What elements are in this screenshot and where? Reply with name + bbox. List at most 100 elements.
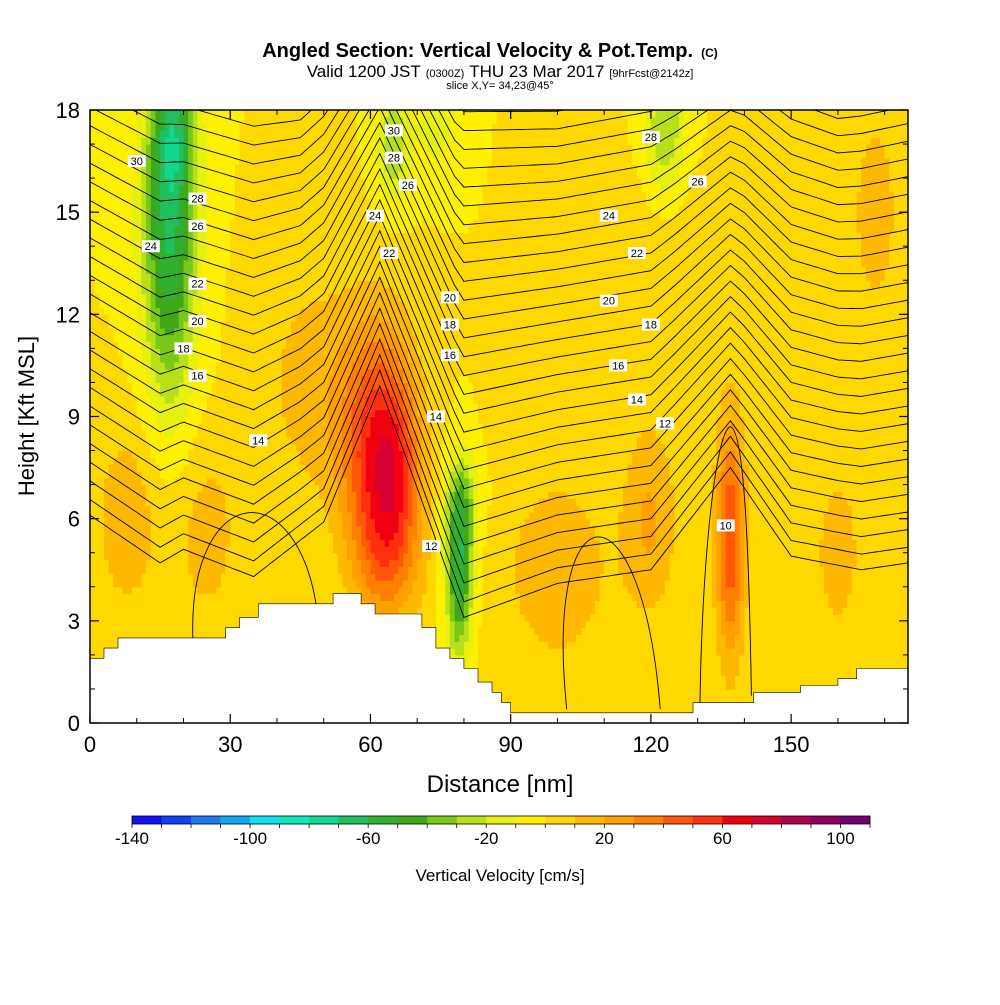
velocity-cell (319, 348, 325, 356)
velocity-cell (197, 423, 203, 431)
velocity-cell (160, 491, 166, 499)
velocity-cell (314, 273, 320, 281)
velocity-cell (122, 484, 128, 493)
velocity-cell (234, 184, 241, 193)
velocity-cell (262, 212, 269, 220)
velocity-cell (234, 614, 241, 622)
velocity-cell (314, 511, 320, 520)
velocity-cell (90, 212, 96, 220)
velocity-cell (141, 450, 147, 458)
velocity-cell (127, 532, 133, 540)
velocity-cell (141, 593, 147, 601)
velocity-cell (281, 137, 287, 145)
velocity-cell (234, 157, 241, 166)
velocity-cell (262, 443, 269, 452)
velocity-cell (272, 341, 278, 349)
velocity-cell (141, 348, 147, 356)
velocity-cell (295, 545, 301, 554)
velocity-cell (290, 300, 297, 309)
velocity-cell (174, 232, 180, 241)
velocity-cell (192, 178, 199, 186)
velocity-cell (225, 402, 231, 411)
velocity-cell (342, 225, 348, 234)
velocity-cell (108, 205, 114, 213)
velocity-cell (225, 511, 231, 520)
velocity-cell (258, 327, 264, 336)
velocity-cell (113, 314, 119, 322)
velocity-cell (286, 300, 292, 309)
velocity-cell (150, 559, 157, 567)
velocity-cell (211, 225, 217, 234)
velocity-cell (244, 259, 250, 268)
velocity-cell (337, 157, 344, 166)
velocity-cell (104, 593, 110, 601)
velocity-cell (141, 389, 147, 397)
velocity-cell (192, 205, 199, 213)
velocity-cell (253, 130, 259, 138)
velocity-cell (118, 157, 124, 166)
velocity-cell (211, 348, 217, 356)
velocity-cell (272, 586, 278, 595)
velocity-cell (248, 314, 255, 322)
velocity-cell (113, 341, 119, 349)
velocity-cell (118, 382, 124, 390)
velocity-cell (328, 464, 334, 472)
velocity-cell (104, 457, 110, 465)
velocity-cell (118, 253, 124, 261)
velocity-cell (225, 116, 231, 125)
velocity-cell (248, 573, 255, 581)
velocity-cell (300, 191, 306, 200)
velocity-cell (127, 614, 133, 622)
velocity-cell (113, 539, 119, 547)
velocity-cell (155, 505, 161, 513)
velocity-cell (99, 307, 105, 315)
velocity-cell (347, 539, 353, 547)
velocity-cell (141, 464, 147, 472)
velocity-cell (155, 518, 161, 527)
velocity-cell (314, 545, 320, 554)
velocity-cell (267, 368, 273, 377)
velocity-cell (230, 157, 236, 166)
velocity-cell (132, 191, 138, 200)
velocity-cell (94, 232, 100, 241)
velocity-cell (262, 348, 269, 356)
velocity-cell (267, 198, 273, 206)
velocity-cell (323, 396, 329, 404)
velocity-cell (141, 402, 147, 411)
velocity-cell (99, 362, 105, 370)
velocity-cell (90, 566, 96, 574)
velocity-cell (220, 511, 227, 520)
velocity-cell (314, 225, 320, 234)
velocity-cell (94, 457, 100, 465)
velocity-cell (108, 586, 114, 595)
velocity-cell (272, 505, 278, 513)
velocity-cell (314, 116, 320, 125)
velocity-cell (309, 430, 315, 438)
velocity-cell (244, 457, 250, 465)
velocity-cell (337, 443, 344, 452)
velocity-cell (188, 443, 194, 452)
velocity-cell (248, 110, 255, 118)
velocity-cell (272, 334, 278, 343)
velocity-cell (290, 539, 297, 547)
velocity-cell (248, 144, 255, 152)
velocity-cell (141, 144, 147, 152)
velocity-cell (183, 300, 189, 309)
velocity-cell (342, 423, 348, 431)
velocity-cell (244, 218, 250, 227)
velocity-cell (225, 457, 231, 465)
velocity-cell (314, 484, 320, 493)
velocity-cell (183, 579, 189, 588)
velocity-cell (239, 212, 245, 220)
velocity-cell (94, 334, 100, 343)
velocity-cell (206, 525, 213, 533)
velocity-cell (295, 314, 301, 322)
velocity-cell (202, 348, 208, 356)
velocity-cell (220, 348, 227, 356)
velocity-cell (113, 137, 119, 145)
velocity-cell (337, 348, 344, 356)
velocity-cell (150, 253, 157, 261)
velocity-cell (286, 253, 292, 261)
velocity-cell (290, 307, 297, 315)
velocity-cell (244, 416, 250, 424)
